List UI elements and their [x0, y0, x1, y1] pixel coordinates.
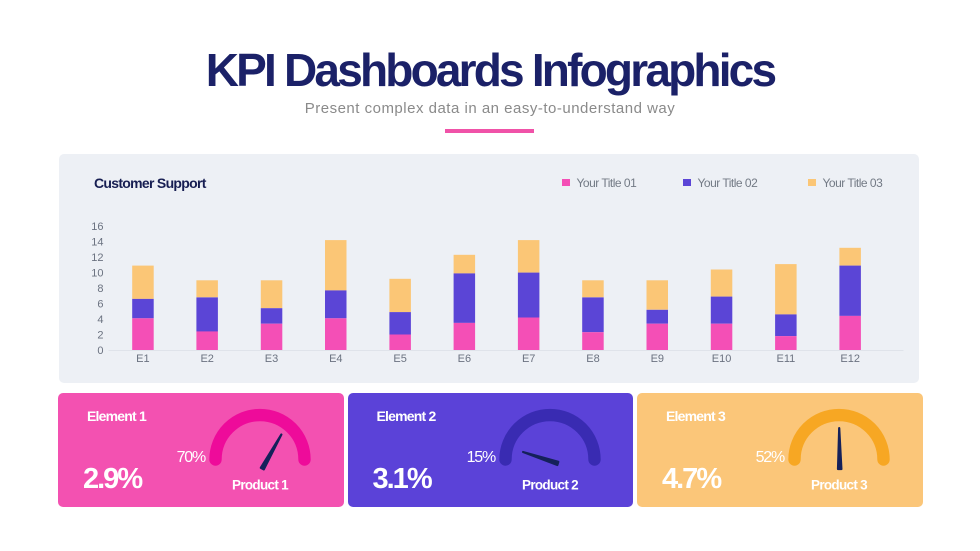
svg-text:E7: E7: [521, 353, 534, 365]
svg-text:Product 2: Product 2: [522, 477, 578, 492]
svg-text:12: 12: [91, 252, 103, 264]
svg-text:E9: E9: [650, 353, 663, 365]
svg-text:2: 2: [97, 329, 103, 341]
svg-text:E4: E4: [329, 353, 342, 365]
svg-text:E3: E3: [264, 353, 277, 365]
svg-text:8: 8: [97, 283, 103, 295]
svg-text:Product 1: Product 1: [232, 477, 289, 492]
svg-text:E2: E2: [200, 353, 213, 365]
svg-text:E1: E1: [136, 353, 149, 365]
svg-text:70%: 70%: [177, 449, 206, 466]
svg-text:4: 4: [97, 314, 103, 326]
svg-text:0: 0: [97, 345, 103, 357]
svg-text:E12: E12: [840, 353, 860, 365]
svg-text:E10: E10: [711, 353, 731, 365]
svg-text:E6: E6: [457, 353, 470, 365]
svg-text:Product 3: Product 3: [811, 477, 868, 492]
svg-text:E8: E8: [586, 353, 599, 365]
svg-text:16: 16: [91, 221, 103, 233]
svg-text:10: 10: [91, 267, 103, 279]
svg-text:14: 14: [91, 236, 103, 248]
svg-text:E5: E5: [393, 353, 406, 365]
svg-text:E11: E11: [776, 353, 795, 365]
svg-text:6: 6: [97, 298, 103, 310]
svg-text:15%: 15%: [466, 449, 495, 466]
svg-text:52%: 52%: [756, 449, 785, 466]
